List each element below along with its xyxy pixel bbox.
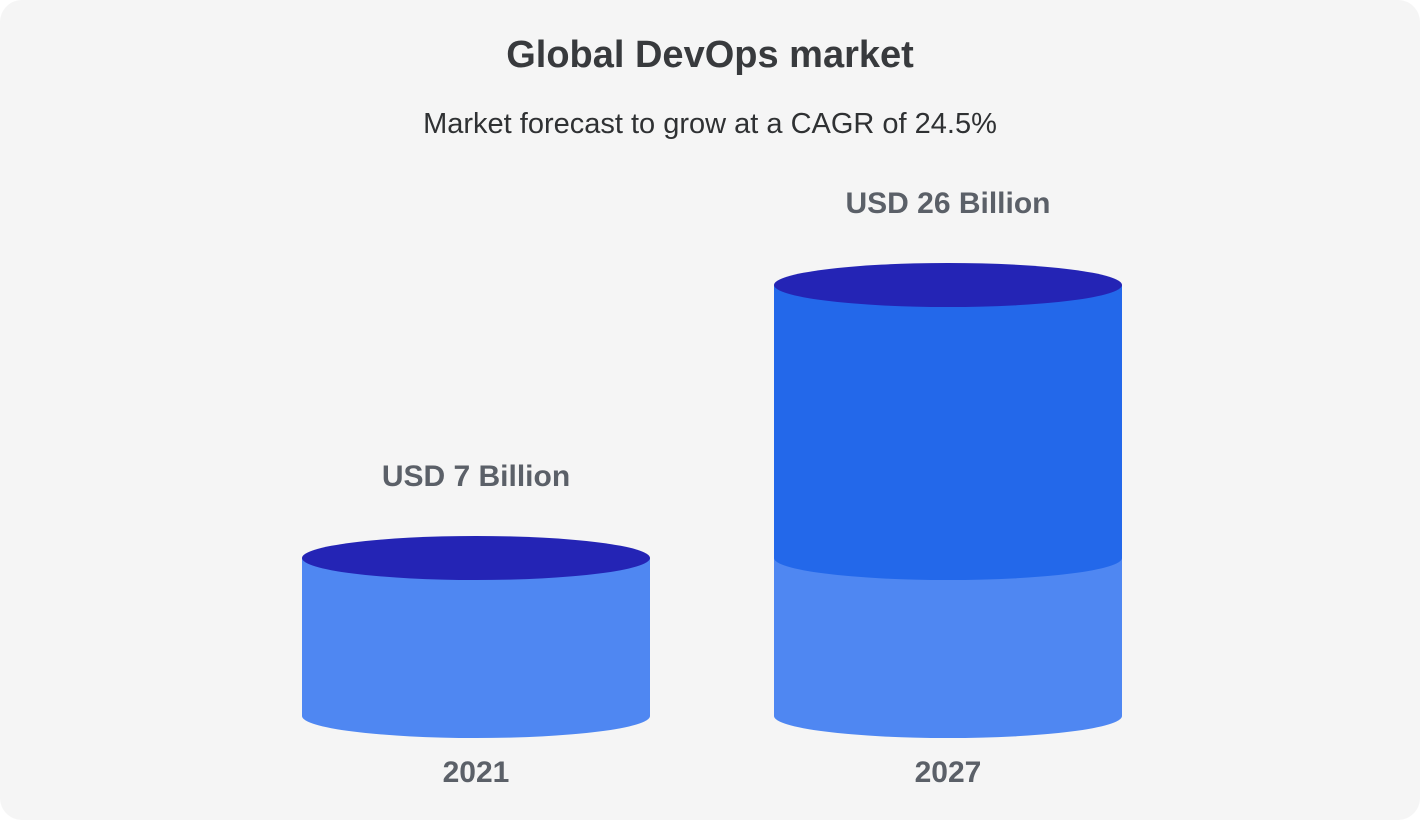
cylinder-body [774,558,1122,738]
cylinder-top [302,536,650,580]
category-label: 2027 [915,756,982,789]
value-label: USD 7 Billion [382,460,570,493]
category-label: 2021 [443,756,510,789]
value-label: USD 26 Billion [845,187,1050,220]
cylinder-growth-body [774,285,1122,580]
cylinder-top [774,263,1122,307]
cylinder-body [302,558,650,738]
chart-subtitle: Market forecast to grow at a CAGR of 24.… [423,108,997,140]
chart-title: Global DevOps market [506,34,914,76]
